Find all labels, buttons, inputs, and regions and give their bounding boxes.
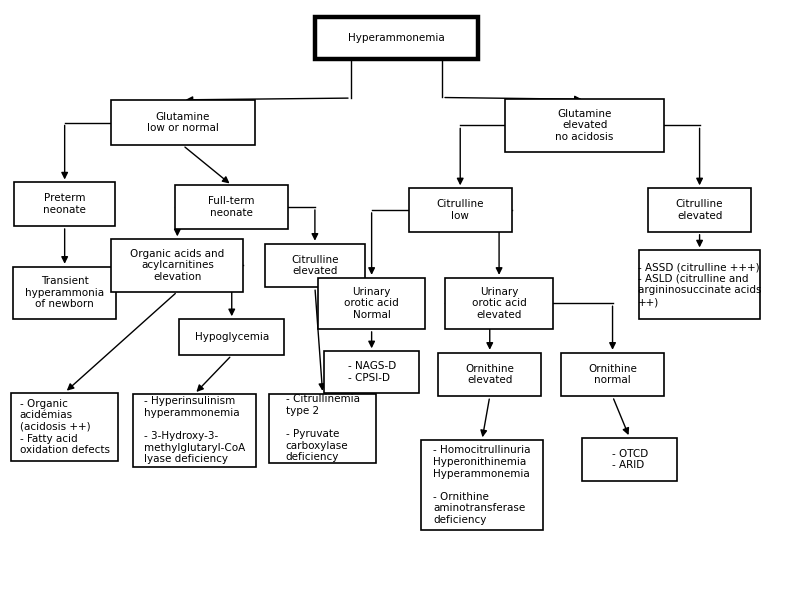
Bar xyxy=(649,188,751,232)
Bar xyxy=(133,394,256,467)
Bar xyxy=(446,278,553,329)
Bar xyxy=(179,319,284,355)
Text: Ornithine
normal: Ornithine normal xyxy=(588,364,637,386)
Text: Organic acids and
acylcarnitines
elevation: Organic acids and acylcarnitines elevati… xyxy=(130,249,224,282)
Bar xyxy=(111,239,243,292)
Text: Citrulline
elevated: Citrulline elevated xyxy=(676,199,723,221)
Bar xyxy=(265,243,365,287)
Bar xyxy=(315,17,478,59)
Text: - Citrullinemia
type 2

- Pyruvate
carboxylase
deficiency: - Citrullinemia type 2 - Pyruvate carbox… xyxy=(285,394,360,462)
Bar xyxy=(582,438,677,481)
Text: Full-term
neonate: Full-term neonate xyxy=(209,196,255,218)
Bar xyxy=(324,351,419,393)
Bar xyxy=(439,353,541,396)
Text: - OTCD
- ARID: - OTCD - ARID xyxy=(611,449,648,471)
Bar xyxy=(561,353,664,396)
Text: - Organic
acidémias
(acidosis ++)
- Fatty acid
oxidation defects: - Organic acidémias (acidosis ++) - Fatt… xyxy=(20,399,109,455)
Text: Urinary
orotic acid
Normal: Urinary orotic acid Normal xyxy=(344,287,399,320)
Text: Preterm
neonate: Preterm neonate xyxy=(44,193,86,215)
Text: Citrulline
low: Citrulline low xyxy=(436,199,484,221)
Bar xyxy=(111,100,255,145)
Bar xyxy=(639,250,760,319)
Text: Ornithine
elevated: Ornithine elevated xyxy=(465,364,514,386)
Text: Glutamine
low or normal: Glutamine low or normal xyxy=(147,112,219,133)
Bar xyxy=(409,188,511,232)
Bar xyxy=(13,267,116,319)
Bar xyxy=(505,99,665,152)
Bar xyxy=(318,278,425,329)
Text: - NAGS-D
- CPSI-D: - NAGS-D - CPSI-D xyxy=(347,361,396,383)
Text: Transient
hyperammonia
of newborn: Transient hyperammonia of newborn xyxy=(25,276,104,309)
Text: Hyperammonemia: Hyperammonemia xyxy=(348,33,445,43)
Text: - ASSD (citrulline +++)
- ASLD (citrulline and
argininosuccinate acids
++): - ASSD (citrulline +++) - ASLD (citrulli… xyxy=(638,262,761,307)
Bar xyxy=(420,440,543,531)
Bar xyxy=(175,185,288,229)
Text: - Hyperinsulinism
hyperammonemia

- 3-Hydroxy-3-
methylglutaryl-CoA
lyase defici: - Hyperinsulinism hyperammonemia - 3-Hyd… xyxy=(144,396,245,465)
Text: - Homocitrullinuria
Hyperonithinemia
Hyperammonemia

- Ornithine
aminotransferas: - Homocitrullinuria Hyperonithinemia Hyp… xyxy=(433,446,531,525)
Text: Hypoglycemia: Hypoglycemia xyxy=(194,332,269,342)
Bar xyxy=(14,182,115,226)
Bar xyxy=(269,394,377,462)
Text: Glutamine
elevated
no acidosis: Glutamine elevated no acidosis xyxy=(555,109,614,142)
Text: Urinary
orotic acid
elevated: Urinary orotic acid elevated xyxy=(472,287,527,320)
Text: Citrulline
elevated: Citrulline elevated xyxy=(291,255,339,276)
Bar xyxy=(11,393,118,461)
